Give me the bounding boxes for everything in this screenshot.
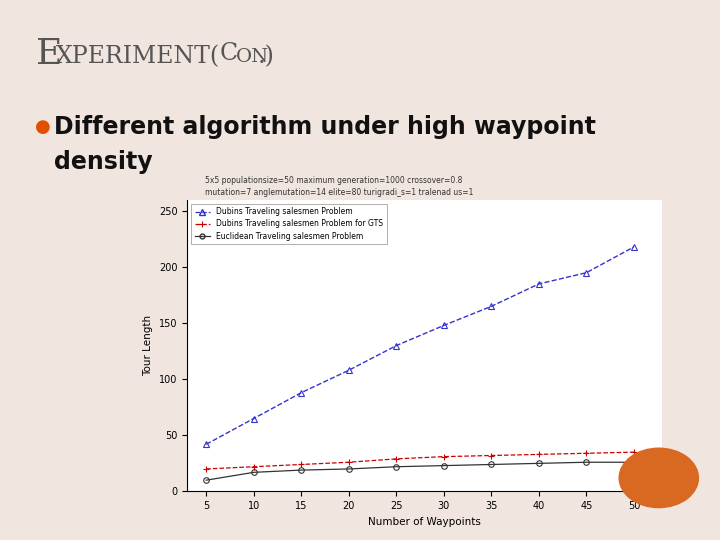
Text: density: density [54, 150, 153, 174]
Text: XPERIMENT(: XPERIMENT( [56, 45, 220, 68]
Text: ●: ● [35, 118, 50, 136]
Text: C: C [220, 43, 238, 65]
Text: E: E [36, 37, 63, 71]
X-axis label: Number of Waypoints: Number of Waypoints [369, 517, 481, 526]
Text: ON: ON [236, 48, 269, 66]
Y-axis label: Tour Length: Tour Length [143, 315, 153, 376]
Circle shape [619, 448, 698, 508]
Text: 5x5 populationsize=50 maximum generation=1000 crossover=0.8
mutation=7 anglemuta: 5x5 populationsize=50 maximum generation… [205, 176, 474, 197]
Text: .): .) [258, 45, 274, 68]
Legend: Dubins Traveling salesmen Problem, Dubins Traveling salesmen Problem for GTS, Eu: Dubins Traveling salesmen Problem, Dubin… [191, 204, 387, 245]
Text: Different algorithm under high waypoint: Different algorithm under high waypoint [54, 115, 596, 139]
